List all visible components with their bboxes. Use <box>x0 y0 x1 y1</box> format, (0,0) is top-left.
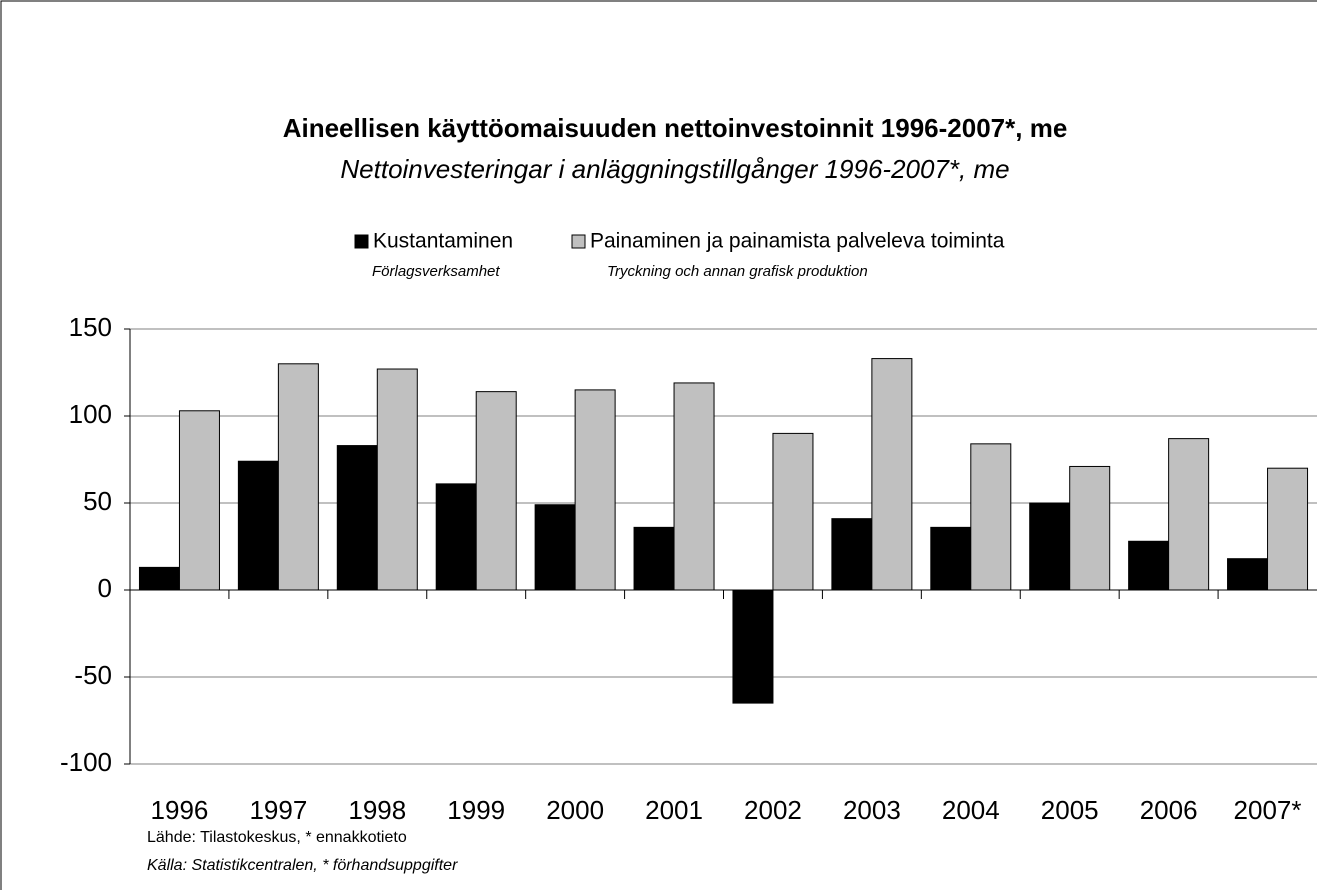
bar <box>1128 540 1170 591</box>
legend-sublabel: Tryckning och annan grafisk produktion <box>607 263 868 280</box>
x-tick-label: 2001 <box>645 795 703 825</box>
bar <box>673 382 715 591</box>
x-tick-label: 1998 <box>348 795 406 825</box>
bar <box>237 460 279 591</box>
source-note: Källa: Statistikcentralen, * förhandsupp… <box>147 857 458 874</box>
x-tick-label: 1999 <box>447 795 505 825</box>
chart-subtitle: Nettoinvesteringar i anläggningstillgång… <box>340 154 1009 184</box>
legend-sublabel: Förlagsverksamhet <box>372 263 500 280</box>
bar <box>732 589 774 704</box>
bar <box>534 504 576 591</box>
bar <box>831 518 873 591</box>
y-tick-label: 50 <box>83 486 112 516</box>
bar <box>871 358 913 591</box>
bar <box>1267 467 1309 591</box>
y-tick-label: 100 <box>69 399 112 429</box>
bar <box>970 443 1012 591</box>
bar <box>138 566 180 591</box>
legend-label: Painaminen ja painamista palveleva toimi… <box>590 230 1005 253</box>
bar <box>1227 558 1269 591</box>
bar <box>435 483 477 591</box>
x-tick-label: 2007* <box>1234 795 1302 825</box>
bar <box>1029 502 1071 591</box>
x-tick-label: 2002 <box>744 795 802 825</box>
x-tick-label: 2006 <box>1140 795 1198 825</box>
bar <box>1168 438 1210 591</box>
x-tick-label: 1997 <box>249 795 307 825</box>
bar <box>930 526 972 591</box>
chart-title: Aineellisen käyttöomaisuuden nettoinvest… <box>283 113 1068 143</box>
bar <box>574 389 616 591</box>
y-tick-label: -50 <box>74 660 112 690</box>
y-tick-label: -100 <box>60 747 112 777</box>
x-tick-label: 2000 <box>546 795 604 825</box>
x-tick-label: 1996 <box>151 795 209 825</box>
bar <box>277 363 319 591</box>
bar <box>633 526 675 591</box>
y-tick-label: 0 <box>98 573 112 603</box>
legend-swatch <box>571 234 586 249</box>
bar <box>178 410 220 591</box>
x-tick-label: 2003 <box>843 795 901 825</box>
legend-swatch <box>354 234 369 249</box>
y-tick-label: 150 <box>69 312 112 342</box>
bar <box>1069 465 1111 591</box>
source-note: Lähde: Tilastokeskus, * ennakkotieto <box>147 829 407 846</box>
legend-label: Kustantaminen <box>373 230 513 253</box>
bar <box>336 445 378 591</box>
bar <box>772 432 814 591</box>
x-tick-label: 2005 <box>1041 795 1099 825</box>
bar <box>475 391 517 591</box>
x-tick-label: 2004 <box>942 795 1000 825</box>
bar <box>376 368 418 591</box>
